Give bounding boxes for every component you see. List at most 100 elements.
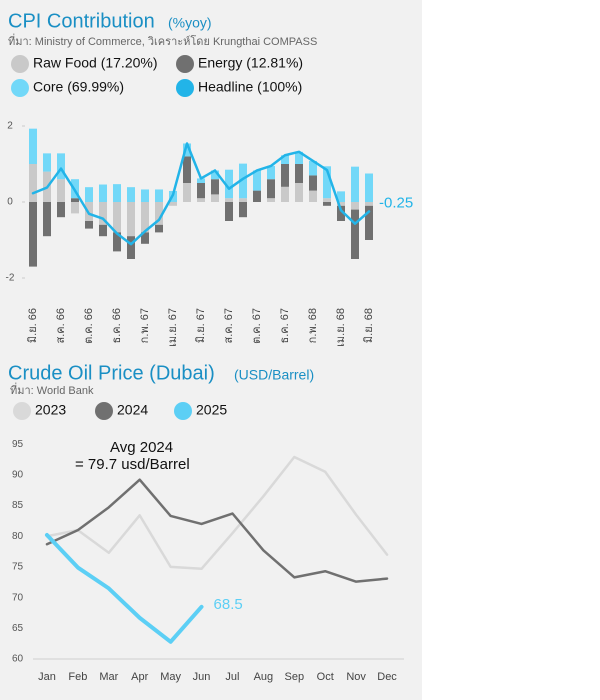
bar xyxy=(225,169,233,199)
bar xyxy=(267,179,275,199)
legend-marker xyxy=(95,402,113,420)
bar xyxy=(57,202,65,218)
legend-label: Raw Food (17.20%) xyxy=(33,55,158,71)
chart-title: Crude Oil Price (Dubai) xyxy=(8,362,215,384)
bar xyxy=(29,164,37,202)
bar xyxy=(29,128,37,164)
bar xyxy=(183,183,191,202)
bar xyxy=(239,163,247,199)
x-tick-label: Apr xyxy=(131,671,148,683)
bar xyxy=(225,198,233,202)
bar xyxy=(239,202,247,218)
bar xyxy=(155,189,163,202)
y-tick-label: 70 xyxy=(12,592,24,603)
x-tick-label: Nov xyxy=(346,671,366,683)
legend-label: 2024 xyxy=(117,402,148,418)
y-tick-label: 75 xyxy=(12,562,24,573)
bar xyxy=(351,166,359,202)
bar xyxy=(197,198,205,202)
bar xyxy=(365,202,373,206)
x-tick-label: Sep xyxy=(285,671,305,683)
annotation: = 79.7 usd/Barrel xyxy=(75,456,190,473)
x-tick-label: ส.ค. 67 xyxy=(223,308,235,343)
bar xyxy=(141,189,149,202)
bar xyxy=(295,183,303,202)
bar xyxy=(225,202,233,221)
x-tick-label: Oct xyxy=(317,671,334,683)
chart-subtitle: (%yoy) xyxy=(168,15,212,31)
y-tick-label: 65 xyxy=(12,623,24,634)
line xyxy=(45,478,389,583)
bar xyxy=(337,191,345,202)
bar xyxy=(113,184,121,202)
x-tick-label: ธ.ค. 66 xyxy=(111,308,123,343)
x-tick-label: ก.พ. 68 xyxy=(307,308,319,343)
bar xyxy=(197,183,205,199)
bar xyxy=(309,175,317,191)
bar xyxy=(323,166,331,199)
x-tick-label: Feb xyxy=(68,671,87,683)
x-tick-label: Dec xyxy=(377,671,397,683)
x-tick-label: Mar xyxy=(99,671,118,683)
y-tick-label: 2 xyxy=(7,121,13,132)
x-tick-label: มิ.ย. 66 xyxy=(27,308,39,343)
line xyxy=(45,455,389,571)
bar xyxy=(113,232,121,252)
bar xyxy=(337,205,345,221)
y-tick-label: -2 xyxy=(6,273,15,284)
x-tick-label: Aug xyxy=(254,671,274,683)
value-label: -0.25 xyxy=(379,194,413,211)
line xyxy=(44,532,204,644)
annotation: Avg 2024 xyxy=(110,439,173,456)
line xyxy=(31,142,371,246)
bar xyxy=(71,202,79,214)
bar xyxy=(85,221,93,229)
x-tick-label: ธ.ค. 67 xyxy=(279,308,291,343)
bar xyxy=(281,164,289,187)
bar xyxy=(323,202,331,206)
legend-marker xyxy=(176,79,194,97)
bar xyxy=(211,179,219,195)
x-tick-label: ต.ค. 66 xyxy=(83,308,95,344)
legend-marker xyxy=(13,402,31,420)
legend-label: Core (69.99%) xyxy=(33,79,124,95)
bar xyxy=(253,170,261,191)
bar xyxy=(337,202,345,206)
bar xyxy=(365,205,373,240)
bar xyxy=(323,198,331,202)
x-tick-label: Jan xyxy=(38,671,56,683)
bar xyxy=(309,160,317,176)
bar xyxy=(71,198,79,202)
source: ที่มา: World Bank xyxy=(10,382,94,397)
bar xyxy=(141,202,149,233)
bar xyxy=(99,224,107,237)
y-tick-label: 90 xyxy=(12,469,24,480)
bar xyxy=(351,209,359,259)
x-tick-label: มิ.ย. 68 xyxy=(363,308,375,343)
bar xyxy=(127,202,135,237)
x-tick-label: Jun xyxy=(193,671,211,683)
bar xyxy=(295,151,303,164)
bar xyxy=(85,187,93,202)
bar xyxy=(253,190,261,202)
panel xyxy=(0,0,422,700)
bar xyxy=(127,187,135,202)
bar xyxy=(155,224,163,233)
bar xyxy=(239,198,247,202)
bar xyxy=(99,202,107,225)
legend-label: 2023 xyxy=(35,402,66,418)
y-tick-label: 85 xyxy=(12,500,24,511)
bar xyxy=(211,194,219,202)
y-tick-label: 0 xyxy=(7,197,13,208)
bar xyxy=(295,164,303,183)
legend-label: 2025 xyxy=(196,402,227,418)
bar xyxy=(155,202,163,225)
x-tick-label: มิ.ย. 67 xyxy=(195,308,207,343)
bar xyxy=(351,202,359,210)
source: ที่มา: Ministry of Commerce, วิเคราะห์โด… xyxy=(8,33,317,48)
bar xyxy=(43,153,51,172)
bar xyxy=(57,153,65,180)
chart-title: CPI Contribution xyxy=(8,10,155,32)
bar xyxy=(365,173,373,202)
chart-subtitle: (USD/Barrel) xyxy=(234,367,314,383)
